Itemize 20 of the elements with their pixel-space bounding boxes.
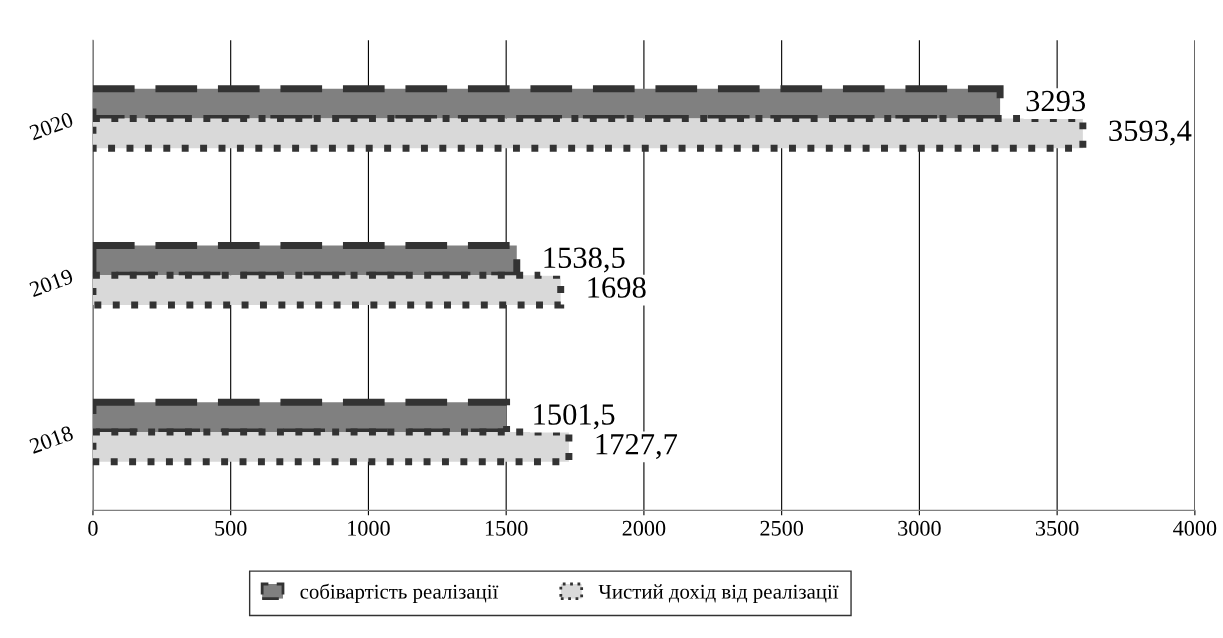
y-tick-label: 2018 bbox=[28, 425, 74, 454]
data-label: 3293 bbox=[1026, 90, 1086, 112]
legend-label: Чистий дохід від реалізації bbox=[598, 584, 839, 604]
x-tick-label: 2000 bbox=[622, 520, 666, 536]
y-tick-label: 2020 bbox=[28, 111, 74, 141]
x-tick-label: 1500 bbox=[485, 520, 528, 536]
legend-label: собівартість реалізації bbox=[300, 583, 499, 604]
data-label: 1698 bbox=[588, 277, 646, 298]
y-tick-label: 2019 bbox=[28, 268, 74, 298]
data-label: 1727,7 bbox=[596, 434, 678, 459]
x-tick-label: 0 bbox=[88, 520, 98, 536]
x-tick-label: 2500 bbox=[760, 520, 804, 536]
x-tick-label: 3500 bbox=[1035, 520, 1079, 536]
data-label: 1501,5 bbox=[534, 404, 615, 430]
x-tick-label: 500 bbox=[215, 520, 247, 536]
data-label: 1538,5 bbox=[544, 247, 625, 273]
data-label: 3593,4 bbox=[1109, 120, 1192, 146]
x-tick-label: 1000 bbox=[348, 520, 390, 536]
x-tick-label: 3000 bbox=[898, 520, 941, 536]
x-tick-label: 4000 bbox=[1173, 520, 1217, 536]
